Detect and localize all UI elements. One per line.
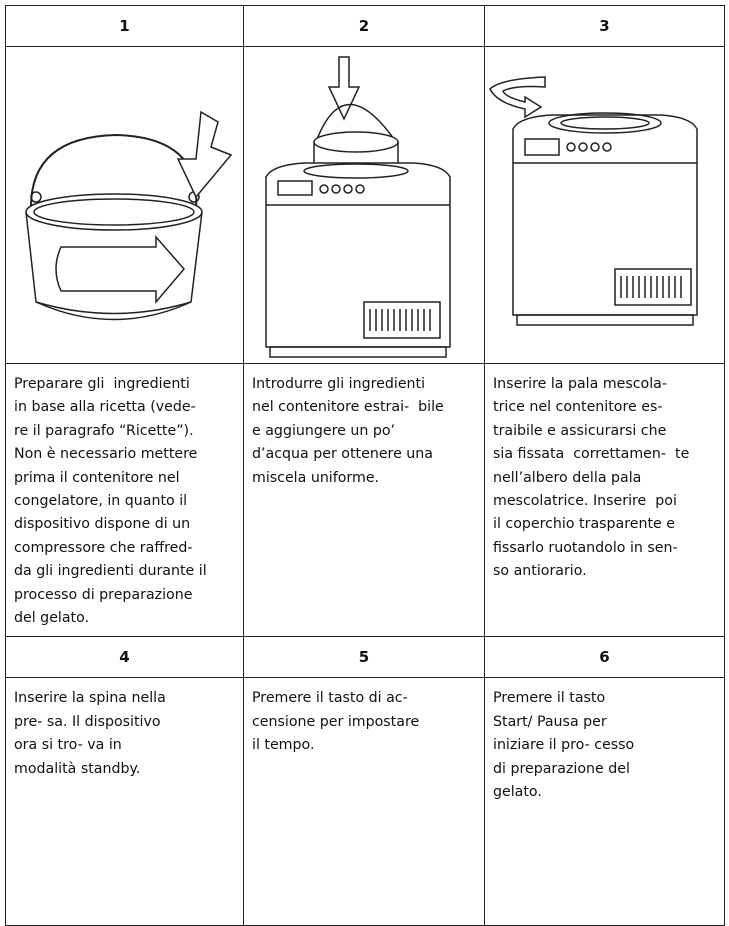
text-line: d’acqua per ottenere una	[252, 446, 433, 463]
step-text: Inserire la spina nella pre- sa. Il dispo…	[5, 677, 244, 926]
text-line: gelato.	[493, 784, 542, 801]
text-line: il tempo.	[252, 737, 315, 754]
text-line: sia fissata correttamen- te	[493, 446, 690, 463]
text-line: da gli ingredienti durante il	[14, 563, 207, 580]
text-line: in base alla ricetta (vede-	[14, 399, 196, 416]
text-line: processo di preparazione	[14, 586, 193, 603]
page: 1 2 3	[5, 5, 725, 926]
illustration-cell	[484, 46, 725, 364]
text-line: Non è necessario mettere	[14, 446, 198, 463]
text-line: nel contenitore estrai- bile	[252, 399, 444, 416]
step-text: Inserire la pala mescola-trice nel conte…	[484, 362, 725, 638]
text-line: so antiorario.	[493, 563, 587, 580]
text-line: censione per impostare	[252, 713, 420, 730]
step-number: 3	[484, 5, 725, 47]
text-line: Inserire la spina nella	[14, 690, 166, 707]
text-line: Introdurre gli ingredienti	[252, 376, 426, 392]
text-line: nell’albero della pala	[493, 469, 642, 486]
step-text: Introdurre gli ingredienti nel contenitor…	[243, 362, 485, 638]
illustration-cell	[243, 46, 485, 364]
text-line: del gelato.	[14, 610, 90, 627]
text-line: prima il contenitore nel	[14, 469, 180, 486]
text-line: Inserire la pala mescola-	[493, 376, 667, 392]
text-line: Premere il tasto di ac-	[252, 690, 408, 707]
step-text: Premere il tasto di ac-censione per impo…	[243, 677, 485, 926]
text-line: mescolatrice. Inserire poi	[493, 493, 677, 510]
pot-illustration	[25, 110, 233, 321]
text-line: Start/ Pausa per	[493, 713, 607, 730]
text-line: di preparazione del	[493, 760, 630, 777]
text-line: ora si tro- va in	[14, 737, 122, 754]
text-line: compressore che raffred-	[14, 539, 193, 556]
step-number: 1	[5, 5, 244, 47]
step-text: Preparare gli ingredienti in base alla ri…	[5, 362, 244, 638]
step-number: 5	[243, 636, 485, 679]
text-line: pre- sa. Il dispositivo	[14, 713, 161, 730]
machine-lid-illustration	[489, 76, 698, 326]
text-line: il coperchio trasparente e	[493, 516, 676, 533]
text-line: congelatore, in quanto il	[14, 493, 188, 510]
step-number: 2	[243, 5, 485, 47]
step-number: 4	[5, 636, 244, 679]
step-text: Premere il tasto Start/ Pausa per iniziare…	[484, 677, 725, 926]
text-line: traibile e assicurarsi che	[493, 422, 667, 439]
text-line: e aggiungere un po’	[252, 422, 396, 439]
machine-container-illustration	[265, 56, 451, 358]
steps-table: 1 2 3	[5, 5, 725, 926]
text-line: modalità standby.	[14, 760, 141, 777]
text-line: dispositivo dispone di un	[14, 516, 191, 533]
text-line: iniziare il pro- cesso	[493, 737, 635, 754]
text-line: re il paragrafo “Ricette”).	[14, 422, 194, 439]
illustration-cell	[5, 46, 244, 364]
text-line: fissarlo ruotandolo in sen-	[493, 539, 678, 556]
step-number: 6	[484, 636, 725, 679]
text-line: Premere il tasto	[493, 690, 606, 707]
text-line: miscela uniforme.	[252, 469, 380, 486]
text-line: Preparare gli ingredienti	[14, 376, 190, 392]
text-line: trice nel contenitore es-	[493, 399, 663, 416]
